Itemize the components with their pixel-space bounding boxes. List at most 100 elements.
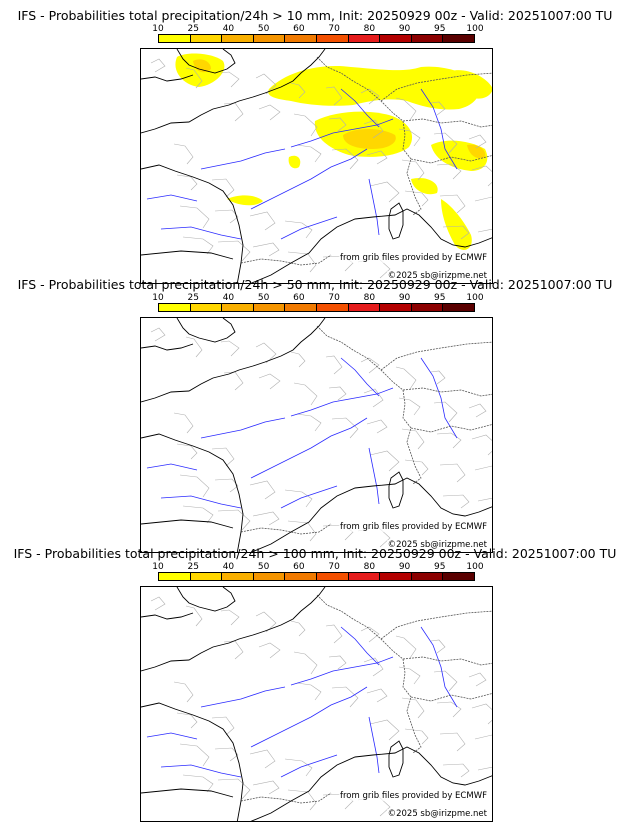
colorbar-swatch (443, 35, 474, 42)
precip-probability-area (467, 144, 486, 159)
region-boundary (369, 719, 400, 741)
river (250, 686, 368, 748)
colorbar-tick-label: 50 (257, 562, 270, 572)
river (280, 754, 338, 778)
region-boundary (430, 639, 446, 654)
river (200, 686, 286, 708)
colorbar-tick-label: 25 (187, 293, 199, 303)
source-credit: from grib files provided by ECMWF (339, 253, 488, 263)
region-boundary (252, 242, 280, 257)
colorbar-tick-label: 80 (363, 562, 376, 572)
colorbar-tick-label: 100 (466, 24, 484, 34)
region-boundary (217, 778, 251, 800)
river (420, 626, 458, 708)
colorbar-swatch (253, 304, 286, 311)
region-boundary (468, 672, 487, 687)
region-boundary (223, 102, 244, 122)
region-boundary (217, 240, 251, 262)
region-boundary (439, 194, 466, 214)
region-boundary (176, 174, 198, 191)
colorbar-tick-label: 60 (293, 293, 305, 303)
river (146, 732, 198, 740)
colorbar-swatch (253, 35, 286, 42)
region-boundary (471, 165, 492, 187)
region-boundary (214, 209, 239, 224)
region-boundary (220, 340, 240, 357)
coastline-uk (141, 49, 236, 82)
colorbar-tick-label: 40 (222, 24, 235, 34)
colorbar-tick-label: 60 (293, 24, 305, 34)
region-boundary (331, 686, 359, 708)
river (368, 178, 380, 236)
river (146, 463, 198, 471)
region-boundary (325, 624, 343, 644)
precip-probability-area (227, 195, 263, 206)
region-boundary (293, 382, 318, 406)
region-boundary (223, 640, 244, 660)
region-boundary (223, 371, 244, 391)
country-border (380, 610, 492, 640)
river (368, 716, 380, 774)
region-boundary (296, 144, 322, 163)
region-boundary (366, 688, 388, 703)
region-boundary (296, 413, 322, 432)
colorbar-tick-label: 40 (222, 293, 235, 303)
precip-probability-area (193, 59, 211, 73)
colorbar-labels: 10 25 40 50 60 70 80 90 95 100 (140, 293, 490, 303)
region-boundary (179, 474, 210, 498)
colorbar (158, 572, 475, 581)
colorbar-tick-label: 10 (152, 24, 164, 34)
region-boundary (401, 428, 425, 450)
coastline-uk (141, 587, 236, 620)
region-boundary (477, 497, 492, 502)
colorbar-tick-label: 100 (466, 293, 484, 303)
country-border (240, 792, 332, 804)
region-boundary (363, 657, 384, 677)
river (368, 447, 380, 505)
country-border (240, 523, 332, 535)
river (290, 656, 394, 686)
region-boundary (360, 626, 380, 643)
region-boundary (173, 412, 194, 434)
region-boundary (217, 509, 251, 531)
colorbar-swatch (443, 304, 474, 311)
region-boundary (369, 181, 400, 203)
region-boundary (433, 401, 458, 423)
colorbar-swatch (159, 573, 191, 580)
colorbar-swatch (190, 35, 223, 42)
region-boundary (176, 443, 198, 460)
map-canvas (141, 587, 492, 821)
region-boundary (182, 774, 214, 793)
river (340, 357, 380, 397)
region-boundary (249, 480, 276, 500)
region-boundary (258, 104, 281, 121)
region-boundary (398, 397, 421, 416)
region-boundary (290, 620, 306, 637)
colorbar-swatch (285, 573, 317, 580)
region-boundary (468, 134, 487, 149)
precip-map: from grib files provided by ECMWF ©2025 … (140, 586, 493, 822)
coastline (141, 49, 492, 283)
copyright-credit: ©2025 sb@irizpme.net (386, 809, 488, 819)
colorbar-swatch (222, 573, 254, 580)
region-boundary (287, 789, 317, 811)
region-boundary (398, 666, 421, 685)
colorbar-tick-label: 90 (398, 293, 411, 303)
region-boundary (150, 58, 166, 73)
map-canvas (141, 318, 492, 552)
region-boundary (290, 351, 306, 368)
region-boundary (395, 366, 417, 390)
country-border (402, 120, 422, 216)
region-boundary (404, 459, 429, 476)
region-boundary (287, 520, 317, 542)
colorbar-tick-label: 50 (257, 293, 270, 303)
colorbar-tick-label: 25 (187, 562, 199, 572)
river (340, 626, 380, 666)
region-boundary (366, 419, 388, 434)
country-border (380, 341, 492, 371)
region-boundary (325, 86, 343, 106)
precip-probability-area (441, 199, 472, 250)
region-boundary (182, 236, 214, 255)
river (200, 417, 286, 439)
colorbar-labels: 10 25 40 50 60 70 80 90 95 100 (140, 24, 490, 34)
